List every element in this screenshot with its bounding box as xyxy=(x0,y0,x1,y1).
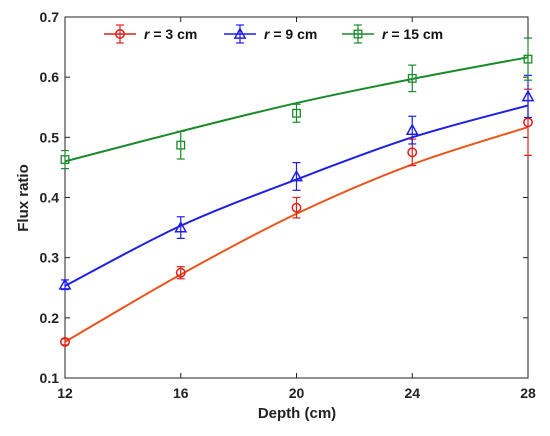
x-tick-label: 28 xyxy=(520,385,536,401)
series-group xyxy=(60,88,533,347)
data-point xyxy=(290,169,303,182)
data-point xyxy=(60,155,70,165)
y-axis-label: Flux ratio xyxy=(15,164,32,232)
x-tick-label: 16 xyxy=(173,385,189,401)
series-group xyxy=(58,74,535,291)
y-axis: 0.1 0.2 0.3 0.4 0.5 0.6 0.7 xyxy=(40,9,528,386)
legend-value: = 3 cm xyxy=(149,26,197,42)
data-point xyxy=(407,73,417,83)
legend: r = 3 cm r = 9 cm r = 15 cm xyxy=(104,24,443,44)
data-point xyxy=(176,140,186,150)
data-point xyxy=(174,220,188,233)
data-point xyxy=(405,123,419,136)
legend-variable: r xyxy=(144,26,151,42)
legend-entry: r = 9 cm xyxy=(264,26,317,42)
y-tick-label: 0.1 xyxy=(40,370,60,386)
x-tick-label: 24 xyxy=(404,385,420,401)
data-point xyxy=(291,202,302,213)
fit-curve xyxy=(64,56,529,163)
data-point xyxy=(58,277,72,290)
legend-entry: r = 3 cm xyxy=(144,26,197,42)
legend-variable: r xyxy=(382,26,389,42)
fit-curve xyxy=(64,104,529,287)
data-point xyxy=(521,89,535,102)
x-axis: 12 16 20 24 28 xyxy=(57,17,536,401)
y-tick-label: 0.2 xyxy=(40,310,60,326)
fit-curve xyxy=(64,126,529,343)
data-point xyxy=(523,54,533,64)
data-point xyxy=(60,336,70,347)
legend-marker xyxy=(115,29,125,39)
x-tick-label: 12 xyxy=(57,385,73,401)
data-point xyxy=(175,267,186,278)
legend-marker xyxy=(353,29,363,39)
y-tick-label: 0.6 xyxy=(40,69,60,85)
y-tick-label: 0.3 xyxy=(40,250,60,266)
legend-value: = 15 cm xyxy=(387,26,443,42)
data-points xyxy=(58,37,535,347)
legend-variable: r xyxy=(264,26,271,42)
y-tick-label: 0.7 xyxy=(40,9,60,25)
data-point xyxy=(523,117,533,128)
legend-marker xyxy=(233,27,247,39)
y-tick-label: 0.5 xyxy=(40,129,60,145)
series-group xyxy=(60,37,533,170)
legend-value: = 9 cm xyxy=(269,26,317,42)
legend-entry: r = 15 cm xyxy=(382,26,443,42)
data-point xyxy=(407,147,418,158)
data-point xyxy=(292,108,301,118)
x-axis-label: Depth (cm) xyxy=(258,405,336,422)
y-tick-label: 0.4 xyxy=(40,190,60,206)
x-tick-label: 20 xyxy=(289,385,305,401)
